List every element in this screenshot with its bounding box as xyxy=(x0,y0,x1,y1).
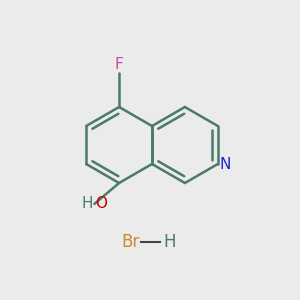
Text: Br: Br xyxy=(122,233,140,251)
Text: N: N xyxy=(220,157,231,172)
Text: H: H xyxy=(82,196,93,211)
Text: F: F xyxy=(115,57,124,72)
Text: H: H xyxy=(163,233,175,251)
Text: O: O xyxy=(95,196,107,211)
